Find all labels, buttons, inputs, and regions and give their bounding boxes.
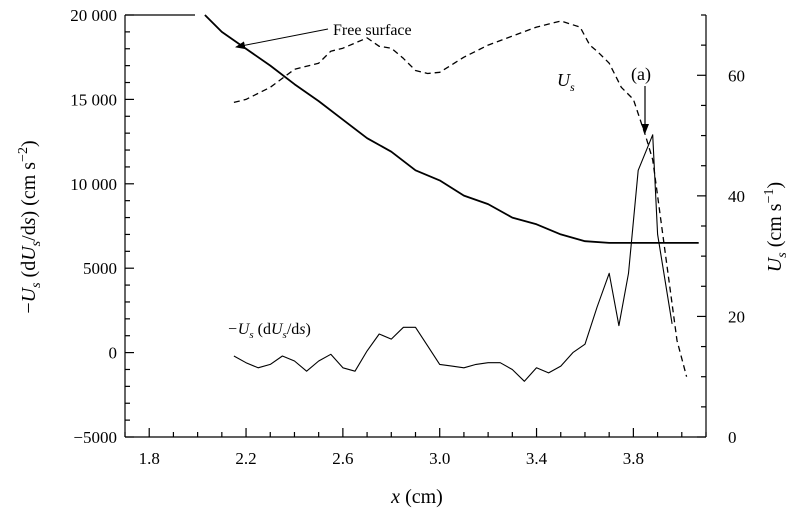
y-right-tick-label: 40 xyxy=(728,187,745,206)
y-left-i: −2 xyxy=(16,147,31,162)
grad-label-h: ) xyxy=(306,321,311,338)
y-right-d: −1 xyxy=(762,188,777,203)
y-left-a: U xyxy=(18,286,40,302)
y-right-c: (cm s xyxy=(764,203,786,252)
x-title-main: x xyxy=(390,486,400,508)
annotations: Free surface Us (a) −Us (dUs/ds) xyxy=(227,22,651,341)
y-left-sign: − xyxy=(18,302,40,313)
free-surface-arrow xyxy=(235,28,329,50)
free-surface-line xyxy=(204,14,699,244)
x-axis-title: x (cm) xyxy=(390,486,443,508)
y-left-f: /d xyxy=(18,225,40,241)
y-left-d: U xyxy=(18,245,40,261)
gradient-series-label: −Us (dUs/ds) xyxy=(227,321,311,341)
y-left-c: (d xyxy=(18,261,40,283)
y-left-tick-label: 15 000 xyxy=(70,90,117,109)
us-series-label: Us xyxy=(557,70,575,94)
x-title-unit: (cm) xyxy=(400,486,443,508)
y-left-tick-label: 0 xyxy=(109,344,118,363)
y-left-tick-label: −5000 xyxy=(73,428,117,447)
y-left-j: ) xyxy=(18,140,40,147)
y-right-tick-label: 20 xyxy=(728,307,745,326)
grad-label-a: −U xyxy=(227,321,251,338)
us-label-sub: s xyxy=(570,80,575,94)
x-tick-label: 2.2 xyxy=(235,449,256,468)
y-right-tick-label: 0 xyxy=(728,428,737,447)
grad-label-e: s xyxy=(283,329,287,341)
y-left-b: s xyxy=(29,282,44,288)
x-tick-label: 3.4 xyxy=(526,449,548,468)
y-left-h: ) (cm s xyxy=(18,162,40,218)
axes: 1.8 2.2 2.6 3.0 3.4 3.8 20 000 15 000 10 000 5000… xyxy=(70,6,745,468)
free-surface-label: Free surface xyxy=(333,22,412,39)
y-right-a: U xyxy=(764,256,786,272)
y-left-tick-label: 20 000 xyxy=(70,6,117,25)
grad-label-b: s xyxy=(249,329,253,341)
y-left-tick-label: 5000 xyxy=(83,259,117,278)
y-right-tick-label: 60 xyxy=(728,66,745,85)
point-a-text: (a) xyxy=(631,64,651,85)
grad-label-g: s xyxy=(299,321,305,338)
y-left-tick-label: 10 000 xyxy=(70,175,117,194)
grad-label-c: (d xyxy=(254,321,271,338)
y-left-e: s xyxy=(29,240,44,246)
series-group xyxy=(204,14,699,382)
gradient-line xyxy=(233,134,673,382)
y-right-b: s xyxy=(775,252,790,258)
y-left-axis-title: −Us (dUs/ds) (cm s−2) xyxy=(16,140,44,313)
y-right-axis-title: Us (cm s−1) xyxy=(762,182,790,272)
y-right-e: ) xyxy=(764,182,786,189)
x-tick-label: 2.6 xyxy=(332,449,353,468)
point-a-label: (a) xyxy=(631,64,651,85)
x-tick-label: 3.0 xyxy=(429,449,450,468)
grad-label-d: U xyxy=(271,321,284,338)
y-left-g: s xyxy=(18,217,40,225)
x-tick-label: 3.8 xyxy=(623,449,644,468)
x-tick-label: 1.8 xyxy=(139,449,160,468)
grad-label-f: /d xyxy=(287,321,299,338)
us-dashed-line xyxy=(233,20,688,377)
us-label-main: U xyxy=(557,70,571,90)
